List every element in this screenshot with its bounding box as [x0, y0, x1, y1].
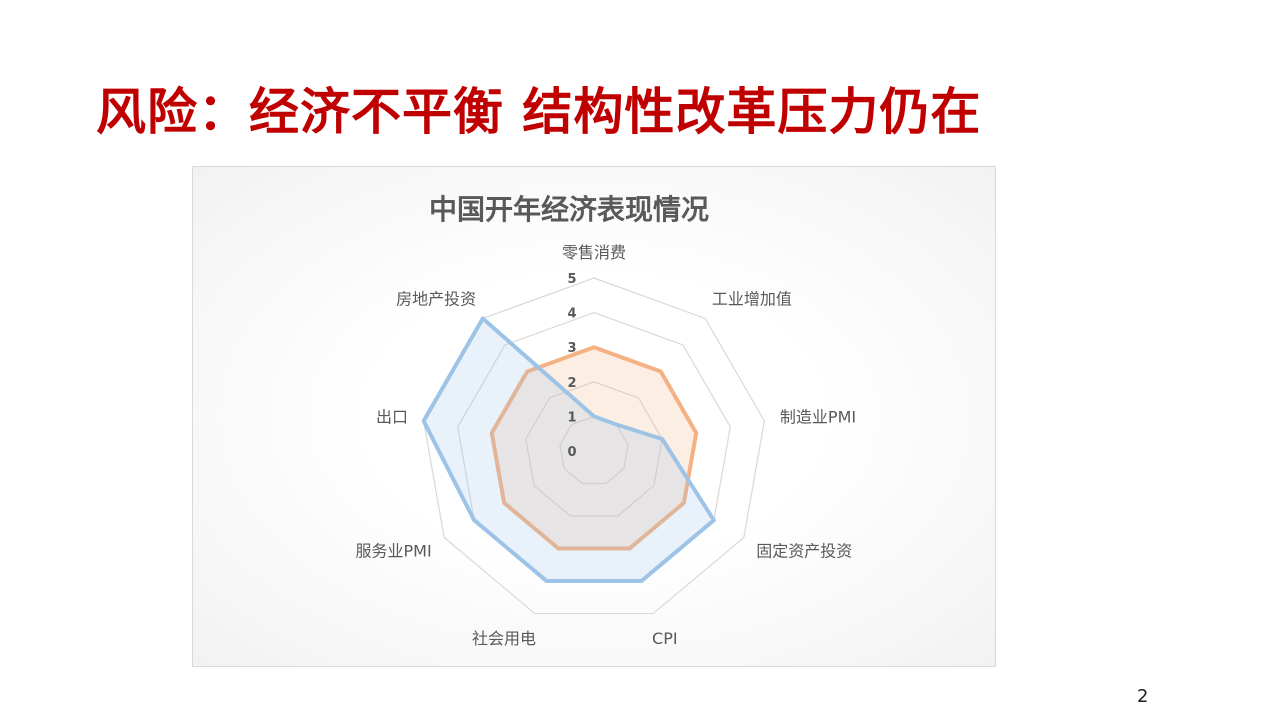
tick-label: 3	[567, 341, 576, 356]
category-label: 制造业PMI	[780, 407, 856, 426]
tick-label: 1	[567, 410, 576, 425]
category-label: 工业增加值	[712, 290, 792, 309]
category-label: CPI	[652, 629, 678, 648]
grid-ring	[525, 381, 663, 517]
category-label: 房地产投资	[396, 290, 476, 309]
tick-label: 2	[567, 376, 576, 391]
slide-title: 风险：经济不平衡 结构性改革压力仍在	[96, 83, 982, 141]
tick-label: 4	[567, 307, 576, 322]
series-1-area	[421, 316, 716, 584]
category-label: 零售消费	[562, 243, 626, 262]
page-number: 2	[1137, 686, 1149, 707]
category-label: 服务业PMI	[356, 541, 432, 560]
tick-label: 5	[567, 272, 576, 287]
radar-chart: 中国开年经济表现情况 0 1 2 3 4 5 零售消费工业增加值制造业PMI 固定资产投资 CP…	[192, 166, 996, 667]
chart-title: 中国开年经济表现情况	[429, 193, 709, 226]
tick-label: 0	[567, 445, 576, 460]
category-label: 出口	[376, 407, 408, 426]
series-0-area	[489, 345, 699, 551]
category-label: 社会用电	[472, 629, 536, 648]
grid-ring	[559, 415, 629, 485]
category-label: 固定资产投资	[756, 541, 852, 560]
